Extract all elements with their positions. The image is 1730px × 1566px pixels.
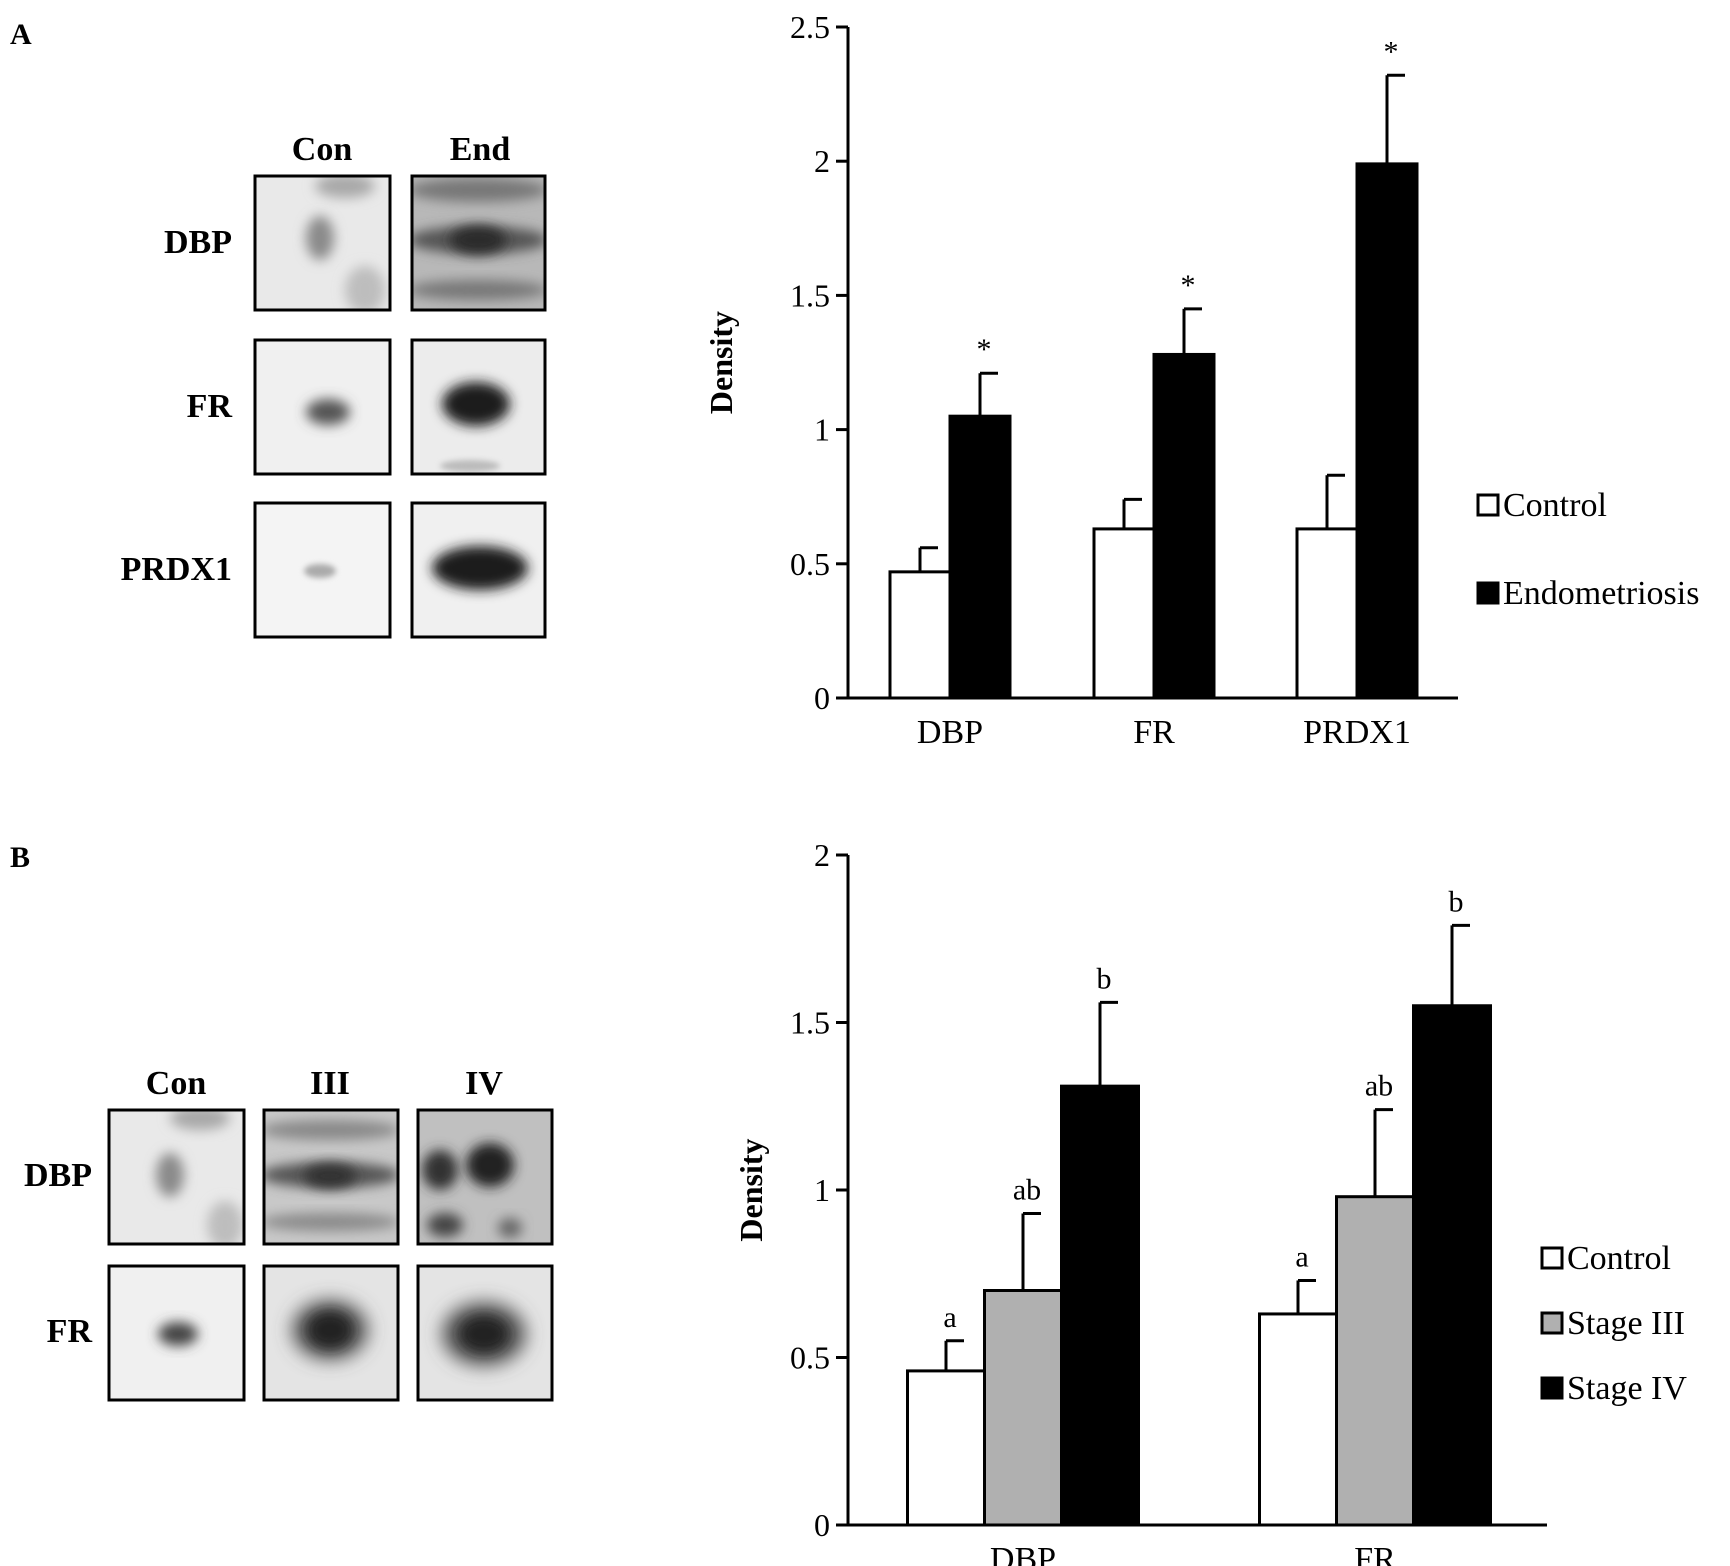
chart-a-bar	[1092, 527, 1156, 700]
blot-a-dbp-end	[410, 174, 547, 312]
chart-b-legend-swatch	[1540, 1376, 1564, 1400]
chart-b-category-label: DBP	[990, 1541, 1056, 1566]
chart-a-significance-label: *	[977, 333, 992, 366]
chart-b-category-label: FR	[1354, 1541, 1396, 1566]
blot-a-column-con: Con	[292, 131, 353, 168]
chart-b-y-axis-title: Density	[733, 1138, 769, 1241]
blot-a-row-prdx1: PRDX1	[121, 551, 232, 588]
chart-a-y-axis-title: Density	[703, 311, 739, 414]
blot-b-fr-iii	[262, 1264, 400, 1402]
panel-a-letter: A	[10, 18, 32, 51]
chart-a-legend-label: Control	[1503, 487, 1607, 524]
chart-a-y-tick-label: 1	[814, 412, 830, 448]
chart-b-bar	[1258, 1312, 1338, 1527]
chart-b-legend-label: Stage IV	[1567, 1370, 1687, 1407]
chart-b-y-tick-label: 0.5	[790, 1340, 830, 1376]
blot-b-row-fr: FR	[47, 1313, 93, 1350]
chart-b-significance-label: b	[1097, 962, 1112, 995]
blot-b-column-iii: III	[310, 1065, 350, 1102]
panel-b-letter: B	[10, 841, 30, 874]
chart-a-legend-swatch	[1476, 493, 1500, 517]
chart-a-y-tick-label: 1.5	[790, 277, 830, 313]
blot-a-row-dbp: DBP	[164, 224, 232, 261]
chart-b-y-tick-label: 1.5	[790, 1005, 830, 1041]
chart-a-bar	[888, 570, 952, 700]
chart-a-y-tick-label: 0.5	[790, 546, 830, 582]
chart-b-bar	[1060, 1084, 1140, 1527]
blot-a-prdx1-con	[253, 501, 392, 639]
blot-b-dbp-con	[107, 1108, 246, 1246]
chart-a-legend-label: Endometriosis	[1503, 575, 1699, 612]
chart-b-significance-label: b	[1449, 885, 1464, 918]
chart-b: 0 0.5 1 1.5 2 Density a ab b DBP a ab b FR Control Stag…	[733, 837, 1687, 1566]
chart-b-legend-swatch	[1540, 1311, 1564, 1335]
blot-b-fr-iv	[416, 1264, 554, 1402]
blot-b-column-iv: IV	[465, 1065, 503, 1102]
chart-a-bar	[1152, 352, 1216, 700]
chart-b-bar	[1412, 1004, 1492, 1527]
chart-a-significance-label: *	[1181, 269, 1196, 302]
blot-a-row-fr: FR	[187, 388, 233, 425]
blot-b-column-con: Con	[146, 1065, 207, 1102]
chart-b-bar	[906, 1369, 986, 1527]
chart-a-y-tick-label: 2.5	[790, 9, 830, 45]
chart-b-significance-label: ab	[1013, 1173, 1041, 1206]
chart-b-bar	[983, 1289, 1063, 1527]
blot-b-dbp-iv	[416, 1108, 554, 1246]
chart-b-significance-label: ab	[1365, 1070, 1393, 1103]
chart-b-legend-swatch	[1540, 1246, 1564, 1270]
chart-b-y-tick-label: 1	[814, 1172, 830, 1208]
chart-b-legend-label: Stage III	[1567, 1305, 1685, 1342]
chart-a-significance-label: *	[1384, 35, 1399, 68]
chart-a-category-label: PRDX1	[1303, 714, 1411, 751]
blot-a-dbp-con	[253, 174, 392, 312]
blot-a-column-end: End	[450, 131, 511, 168]
chart-a-bar	[948, 414, 1012, 700]
chart-b-y-tick-label: 0	[814, 1507, 830, 1543]
chart-a-bar	[1355, 162, 1419, 700]
chart-b-bar	[1335, 1195, 1415, 1527]
chart-a-category-label: FR	[1133, 714, 1175, 751]
chart-b-y-tick-label: 2	[814, 837, 830, 873]
chart-a: 0 0.5 1 1.5 2 2.5 Density * DBP * FR * PRDX1 Control E…	[703, 9, 1699, 751]
chart-b-significance-label: a	[1295, 1240, 1308, 1273]
chart-a-category-label: DBP	[917, 714, 983, 751]
chart-b-legend-label: Control	[1567, 1240, 1671, 1277]
chart-a-y-tick-label: 2	[814, 143, 830, 179]
chart-a-y-tick-label: 0	[814, 680, 830, 716]
blot-a-fr-end	[410, 338, 547, 476]
chart-a-legend-swatch	[1476, 581, 1500, 605]
chart-a-bar	[1295, 527, 1359, 700]
blot-b-fr-con	[107, 1264, 246, 1402]
chart-b-significance-label: a	[943, 1301, 956, 1334]
blot-a-prdx1-end	[410, 501, 547, 639]
blot-a-fr-con	[253, 338, 392, 476]
blot-b-row-dbp: DBP	[24, 1157, 92, 1194]
blot-b-dbp-iii	[262, 1108, 400, 1246]
